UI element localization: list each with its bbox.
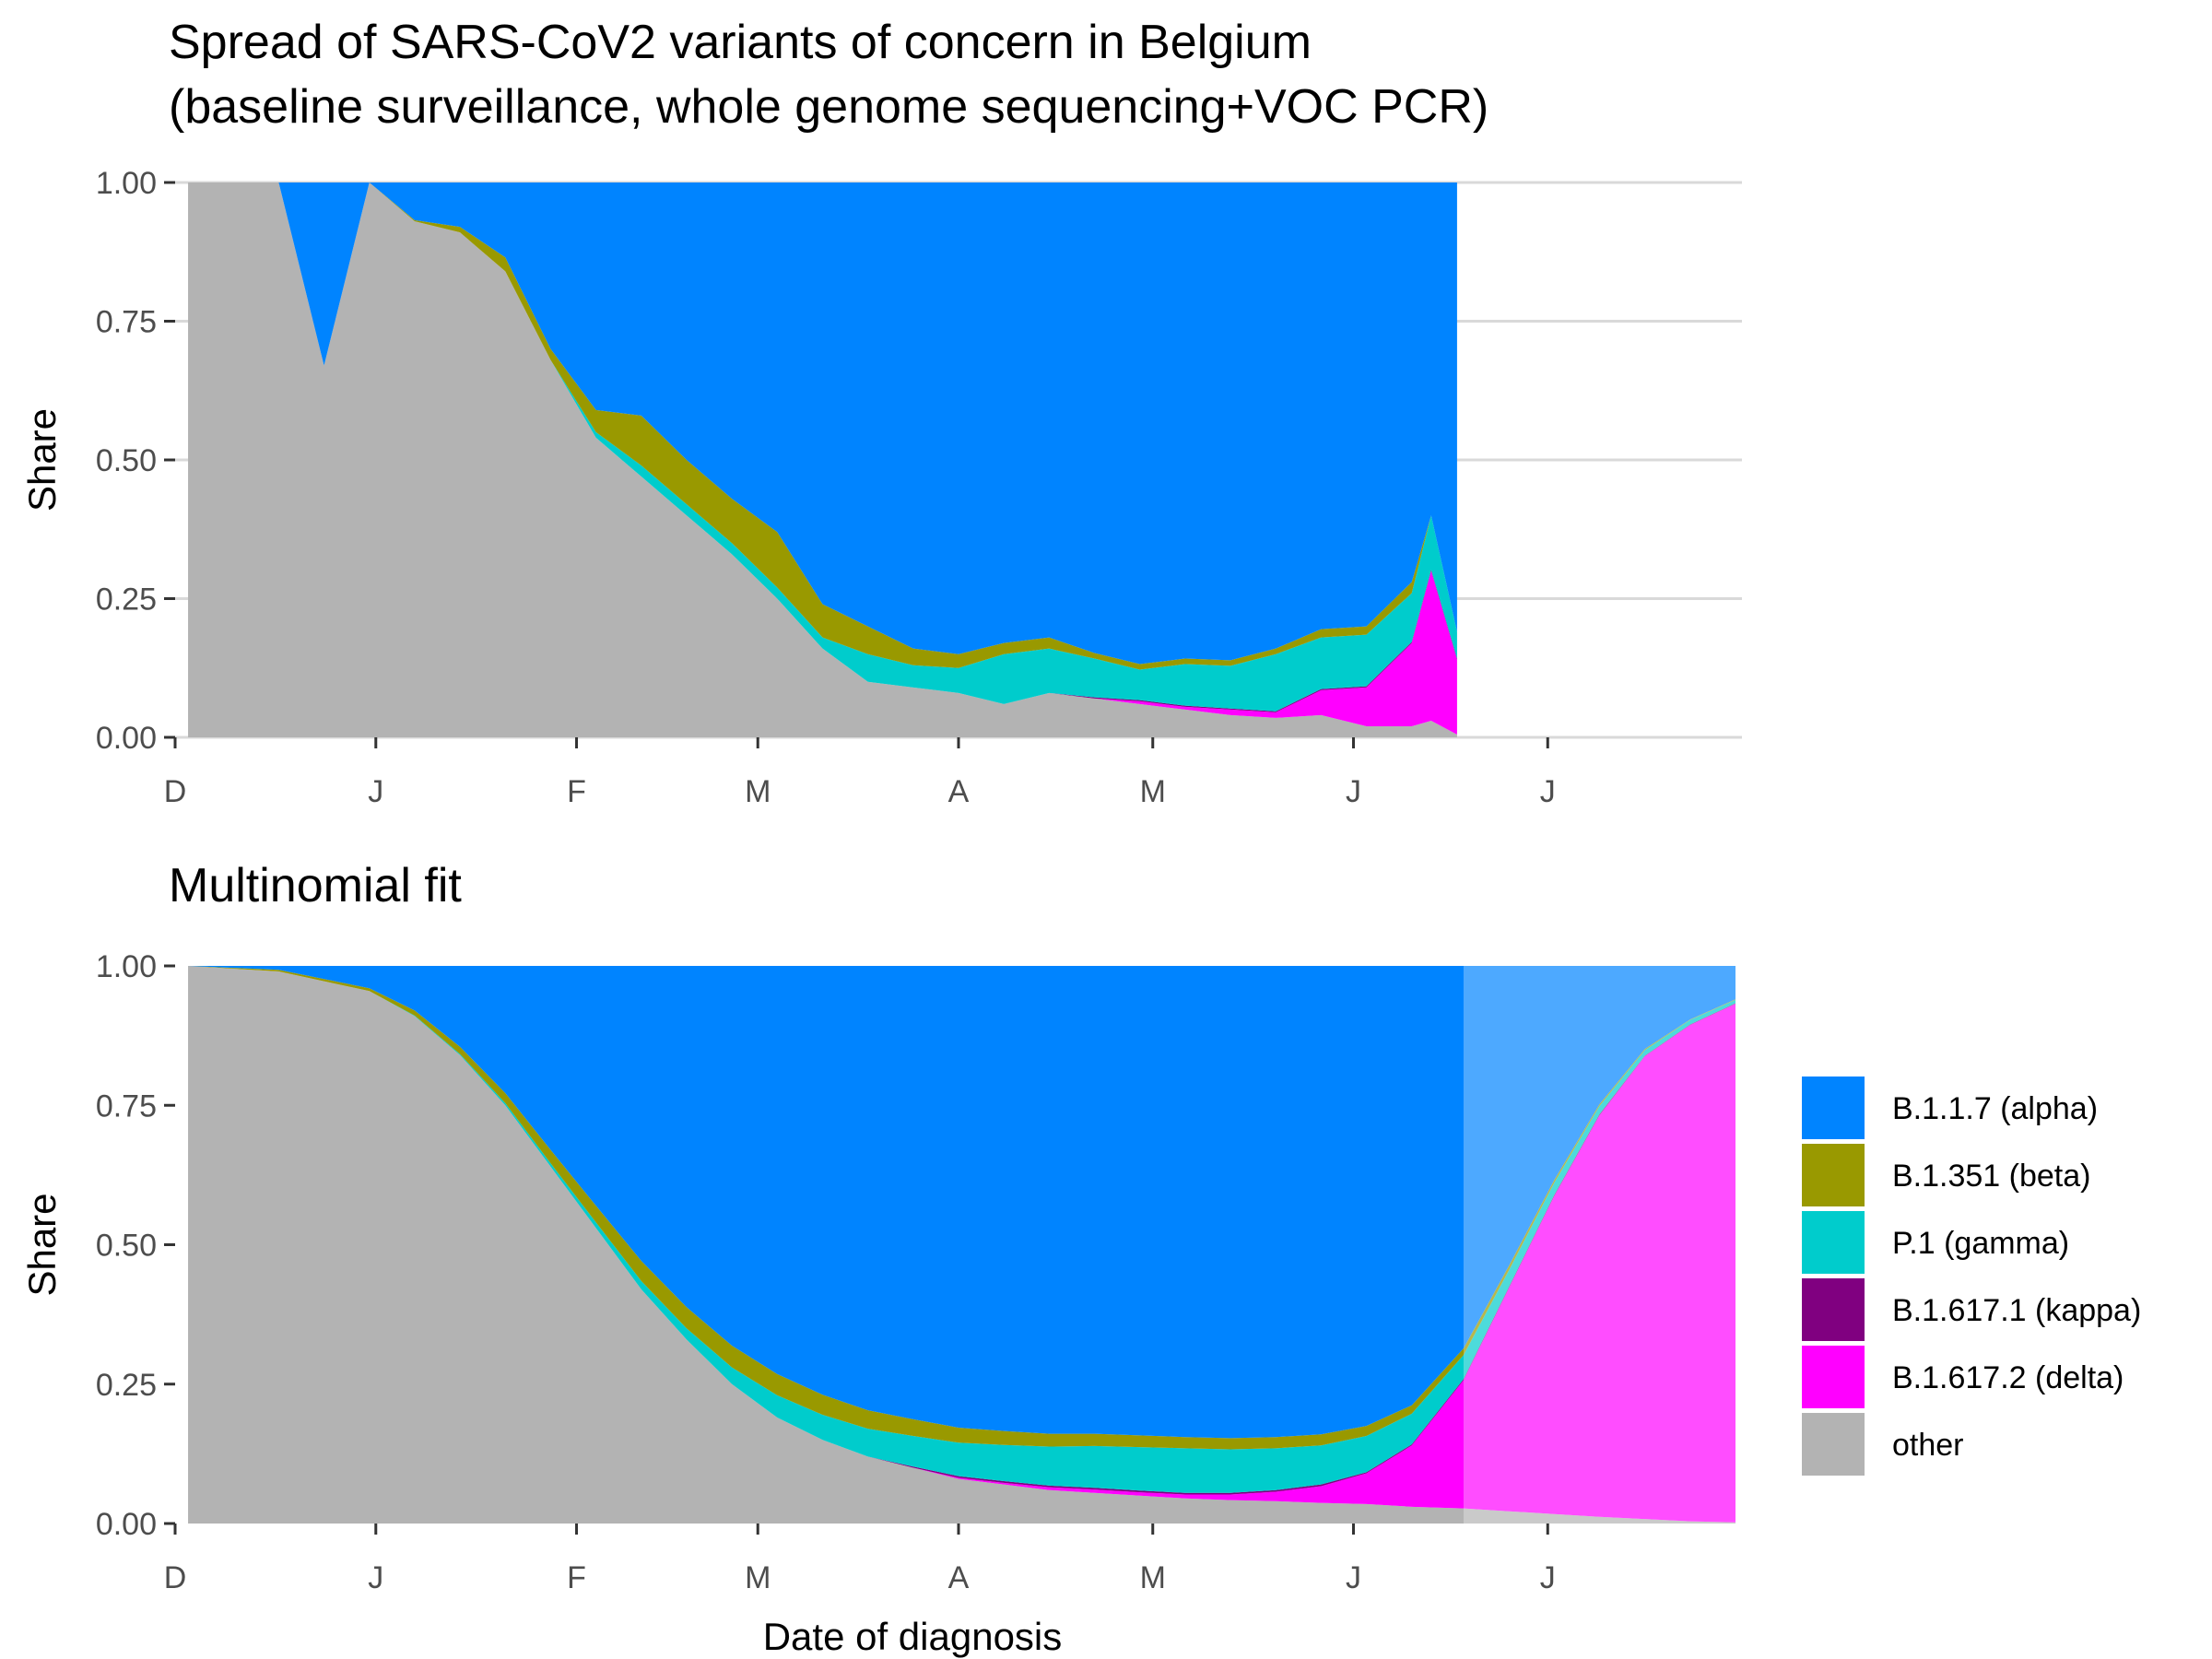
x-tick-label-5: A (948, 774, 970, 809)
x-tick-label-8: J (1540, 774, 1556, 809)
y-tick-label-0.50: 0.50 (96, 443, 157, 478)
y-tick-label-0.00: 0.00 (96, 1507, 157, 1542)
panel-1-areas (188, 182, 1457, 737)
panel-1-title-line-2: (baseline surveillance, whole genome seq… (169, 80, 1488, 134)
legend-key-p-1-gamma (1802, 1211, 1865, 1274)
x-axis-title: Date of diagnosis (763, 1615, 1063, 1658)
legend-label-b-1-1-7-alpha: B.1.1.7 (alpha) (1892, 1091, 2098, 1126)
y-tick-label-0.00: 0.00 (96, 721, 157, 756)
y-tick-label-1.00: 1.00 (96, 166, 157, 201)
x-tick-label-8: J (1540, 1560, 1556, 1595)
legend-key-b-1-1-7-alpha (1802, 1077, 1865, 1139)
area-b-1-617-2-delta (188, 966, 1735, 1523)
x-tick-label-3: F (567, 774, 586, 809)
legend-label-b-1-617-2-delta: B.1.617.2 (delta) (1892, 1360, 2124, 1395)
x-tick-label-7: J (1346, 1560, 1361, 1595)
legend-key-other (1802, 1413, 1865, 1476)
x-tick-label-6: M (1140, 1560, 1166, 1595)
x-tick-label-2: J (368, 1560, 383, 1595)
x-tick-label-1: D (164, 1560, 187, 1595)
panel-1-y-axis-title: Share (20, 408, 64, 512)
legend-label-p-1-gamma: P.1 (gamma) (1892, 1226, 2069, 1261)
y-tick-label-0.25: 0.25 (96, 582, 157, 618)
x-tick-label-6: M (1140, 774, 1166, 809)
x-tick-label-1: D (164, 774, 187, 809)
panel-1-title-line-1: Spread of SARS-CoV2 variants of concern … (169, 16, 1312, 69)
legend-key-b-1-617-2-delta (1802, 1346, 1865, 1408)
y-tick-label-1.00: 1.00 (96, 949, 157, 984)
area-other (188, 182, 1457, 737)
area-b-1-1-7-alpha (188, 966, 1735, 1439)
legend-label-b-1-351-beta: B.1.351 (beta) (1892, 1159, 2090, 1194)
x-tick-label-2: J (368, 774, 383, 809)
y-tick-label-0.75: 0.75 (96, 305, 157, 340)
panel-2-y-axis-title: Share (20, 1193, 64, 1296)
x-tick-label-4: M (745, 1560, 771, 1595)
y-tick-label-0.75: 0.75 (96, 1088, 157, 1124)
panel-1: Spread of SARS-CoV2 variants of concern … (20, 16, 1742, 809)
area-p-1-gamma (188, 182, 1457, 712)
legend-key-b-1-351-beta (1802, 1144, 1865, 1206)
x-tick-label-7: J (1346, 774, 1361, 809)
extrapolation-shade (1463, 966, 1735, 1524)
legend-key-b-1-617-1-kappa (1802, 1278, 1865, 1341)
panel-2-areas (188, 966, 1735, 1524)
x-tick-label-5: A (948, 1560, 970, 1595)
x-tick-label-3: F (567, 1560, 586, 1595)
legend-label-other: other (1892, 1428, 1964, 1463)
y-tick-label-0.25: 0.25 (96, 1368, 157, 1403)
area-other (188, 966, 1735, 1524)
area-b-1-1-7-alpha (188, 182, 1457, 665)
panel-2: Multinomial fit 0.00 0.25 0.50 0.75 1.00 D J F M A… (20, 859, 1735, 1658)
y-tick-label-0.50: 0.50 (96, 1229, 157, 1264)
panel-2-title-line-1: Multinomial fit (169, 859, 462, 912)
legend: B.1.1.7 (alpha) B.1.351 (beta) P.1 (gamma)… (1802, 1077, 2141, 1476)
legend-label-b-1-617-1-kappa: B.1.617.1 (kappa) (1892, 1293, 2141, 1328)
x-tick-label-4: M (745, 774, 771, 809)
